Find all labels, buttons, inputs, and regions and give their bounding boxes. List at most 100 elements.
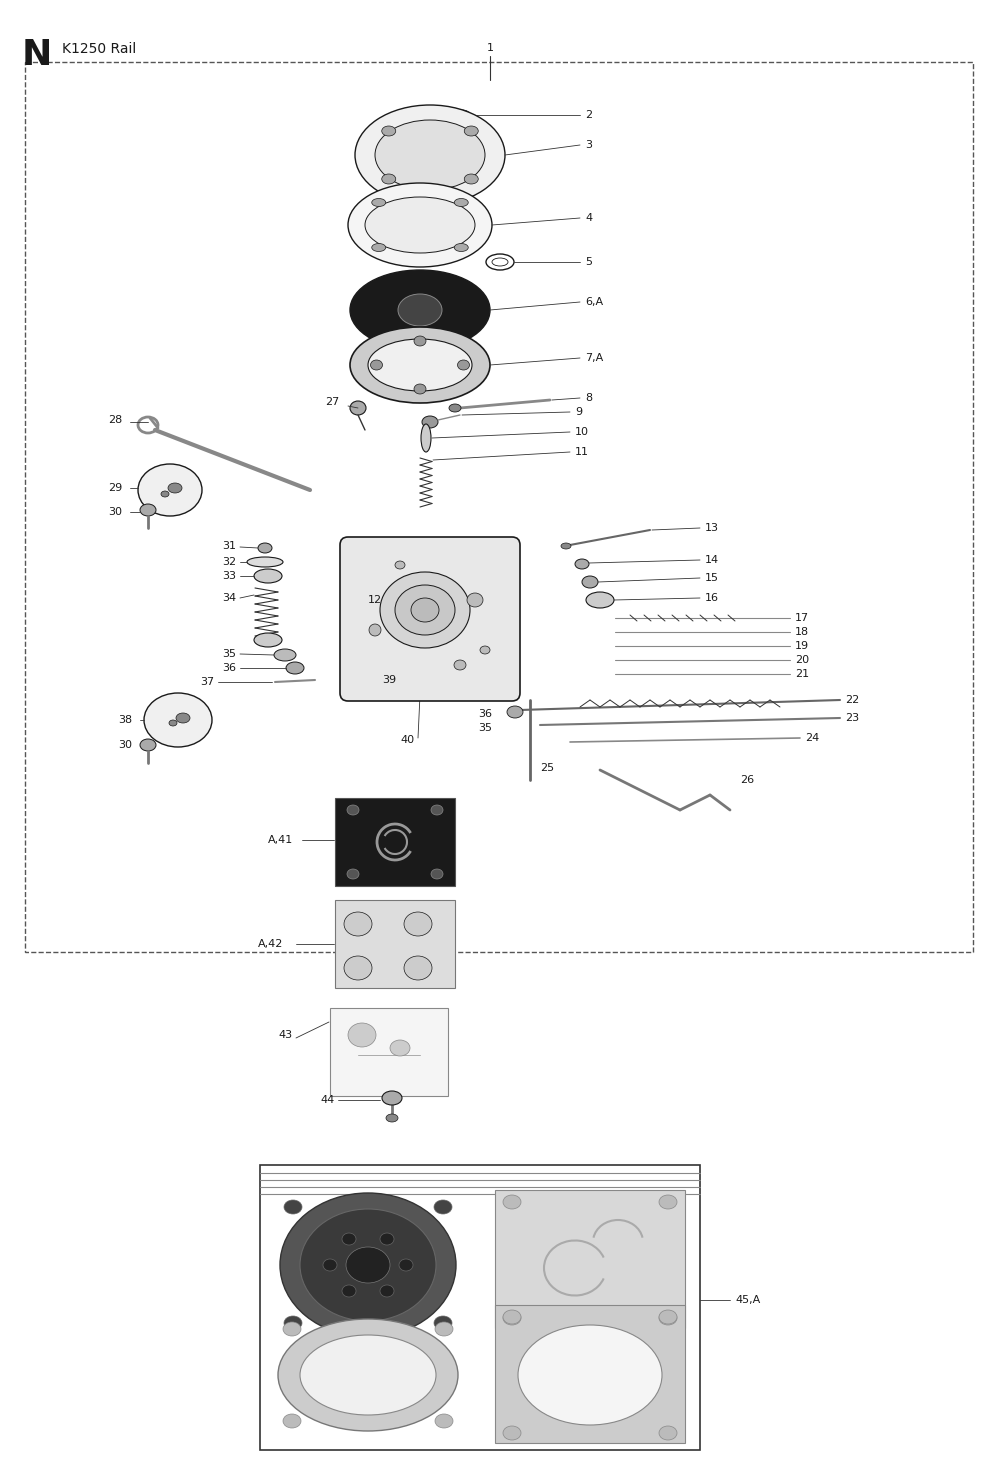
Ellipse shape <box>348 183 492 267</box>
Ellipse shape <box>355 105 505 205</box>
Ellipse shape <box>395 585 455 635</box>
Text: 16: 16 <box>705 594 719 603</box>
Text: 23: 23 <box>845 712 859 723</box>
Text: A,42: A,42 <box>258 939 283 948</box>
Text: 2: 2 <box>585 110 592 120</box>
Bar <box>335 899 455 988</box>
Ellipse shape <box>300 1336 436 1416</box>
Ellipse shape <box>342 1285 356 1297</box>
Ellipse shape <box>454 199 468 206</box>
Text: 33: 33 <box>222 571 236 582</box>
Ellipse shape <box>283 1414 301 1428</box>
Text: 28: 28 <box>108 416 122 424</box>
Ellipse shape <box>286 662 304 674</box>
Ellipse shape <box>382 126 396 137</box>
FancyBboxPatch shape <box>340 537 520 700</box>
Text: 10: 10 <box>575 427 589 436</box>
Ellipse shape <box>278 1319 458 1431</box>
Bar <box>25 62 973 953</box>
Text: 37: 37 <box>200 677 214 687</box>
Ellipse shape <box>503 1310 521 1324</box>
Ellipse shape <box>347 870 359 879</box>
Text: 40: 40 <box>400 735 414 745</box>
Ellipse shape <box>390 1040 410 1057</box>
Ellipse shape <box>144 693 212 746</box>
Text: 18: 18 <box>795 628 809 637</box>
Ellipse shape <box>480 646 490 654</box>
Bar <box>335 798 455 886</box>
Ellipse shape <box>659 1195 677 1209</box>
Text: 36: 36 <box>478 709 492 720</box>
Ellipse shape <box>280 1193 456 1337</box>
Ellipse shape <box>659 1310 677 1325</box>
Text: 39: 39 <box>382 675 396 686</box>
Text: 20: 20 <box>795 654 809 665</box>
Ellipse shape <box>503 1426 521 1439</box>
Ellipse shape <box>140 739 156 751</box>
Text: 13: 13 <box>705 522 719 533</box>
Text: 31: 31 <box>222 542 236 551</box>
Ellipse shape <box>422 416 438 427</box>
Ellipse shape <box>176 712 190 723</box>
Text: 5: 5 <box>585 257 592 267</box>
Bar <box>330 1008 448 1097</box>
Text: 36: 36 <box>222 663 236 674</box>
Text: 24: 24 <box>805 733 819 743</box>
Ellipse shape <box>435 1414 453 1428</box>
Ellipse shape <box>454 110 470 120</box>
Text: 25: 25 <box>540 763 554 773</box>
Ellipse shape <box>350 270 490 350</box>
Ellipse shape <box>347 804 359 815</box>
Ellipse shape <box>168 482 182 493</box>
Ellipse shape <box>464 174 478 184</box>
Ellipse shape <box>575 559 589 568</box>
Text: 3: 3 <box>585 139 592 150</box>
FancyBboxPatch shape <box>495 1304 685 1442</box>
Ellipse shape <box>300 1209 436 1321</box>
Ellipse shape <box>454 660 466 669</box>
Text: A,41: A,41 <box>268 835 293 844</box>
Ellipse shape <box>169 720 177 726</box>
Ellipse shape <box>659 1426 677 1439</box>
Ellipse shape <box>449 404 461 413</box>
Ellipse shape <box>380 1233 394 1245</box>
Ellipse shape <box>140 505 156 516</box>
Ellipse shape <box>518 1325 662 1425</box>
Text: 26: 26 <box>740 775 754 785</box>
Ellipse shape <box>284 1316 302 1330</box>
Ellipse shape <box>346 1247 390 1284</box>
Ellipse shape <box>161 491 169 497</box>
Ellipse shape <box>431 804 443 815</box>
Ellipse shape <box>561 543 571 549</box>
Ellipse shape <box>283 1322 301 1336</box>
Text: 34: 34 <box>222 594 236 603</box>
Ellipse shape <box>431 870 443 879</box>
Text: 35: 35 <box>222 649 236 659</box>
Text: 7,A: 7,A <box>585 353 603 364</box>
Text: 22: 22 <box>845 695 859 705</box>
Ellipse shape <box>386 1114 398 1122</box>
Ellipse shape <box>503 1310 521 1325</box>
Ellipse shape <box>434 1201 452 1214</box>
Ellipse shape <box>284 1201 302 1214</box>
Text: 19: 19 <box>795 641 809 651</box>
Text: 9: 9 <box>575 407 582 417</box>
Ellipse shape <box>344 913 372 936</box>
Ellipse shape <box>464 126 478 137</box>
Bar <box>260 1165 700 1450</box>
Text: 14: 14 <box>705 555 719 565</box>
Ellipse shape <box>380 571 470 649</box>
Ellipse shape <box>372 243 386 251</box>
FancyBboxPatch shape <box>495 1190 685 1328</box>
Text: N: N <box>22 39 52 73</box>
Ellipse shape <box>344 956 372 979</box>
Text: 43: 43 <box>278 1030 292 1040</box>
Ellipse shape <box>659 1310 677 1324</box>
Text: 21: 21 <box>795 669 809 680</box>
Text: 8: 8 <box>585 393 592 404</box>
Ellipse shape <box>375 120 485 190</box>
Ellipse shape <box>382 1091 402 1106</box>
Ellipse shape <box>398 294 442 326</box>
Ellipse shape <box>258 543 272 554</box>
Ellipse shape <box>370 361 382 370</box>
